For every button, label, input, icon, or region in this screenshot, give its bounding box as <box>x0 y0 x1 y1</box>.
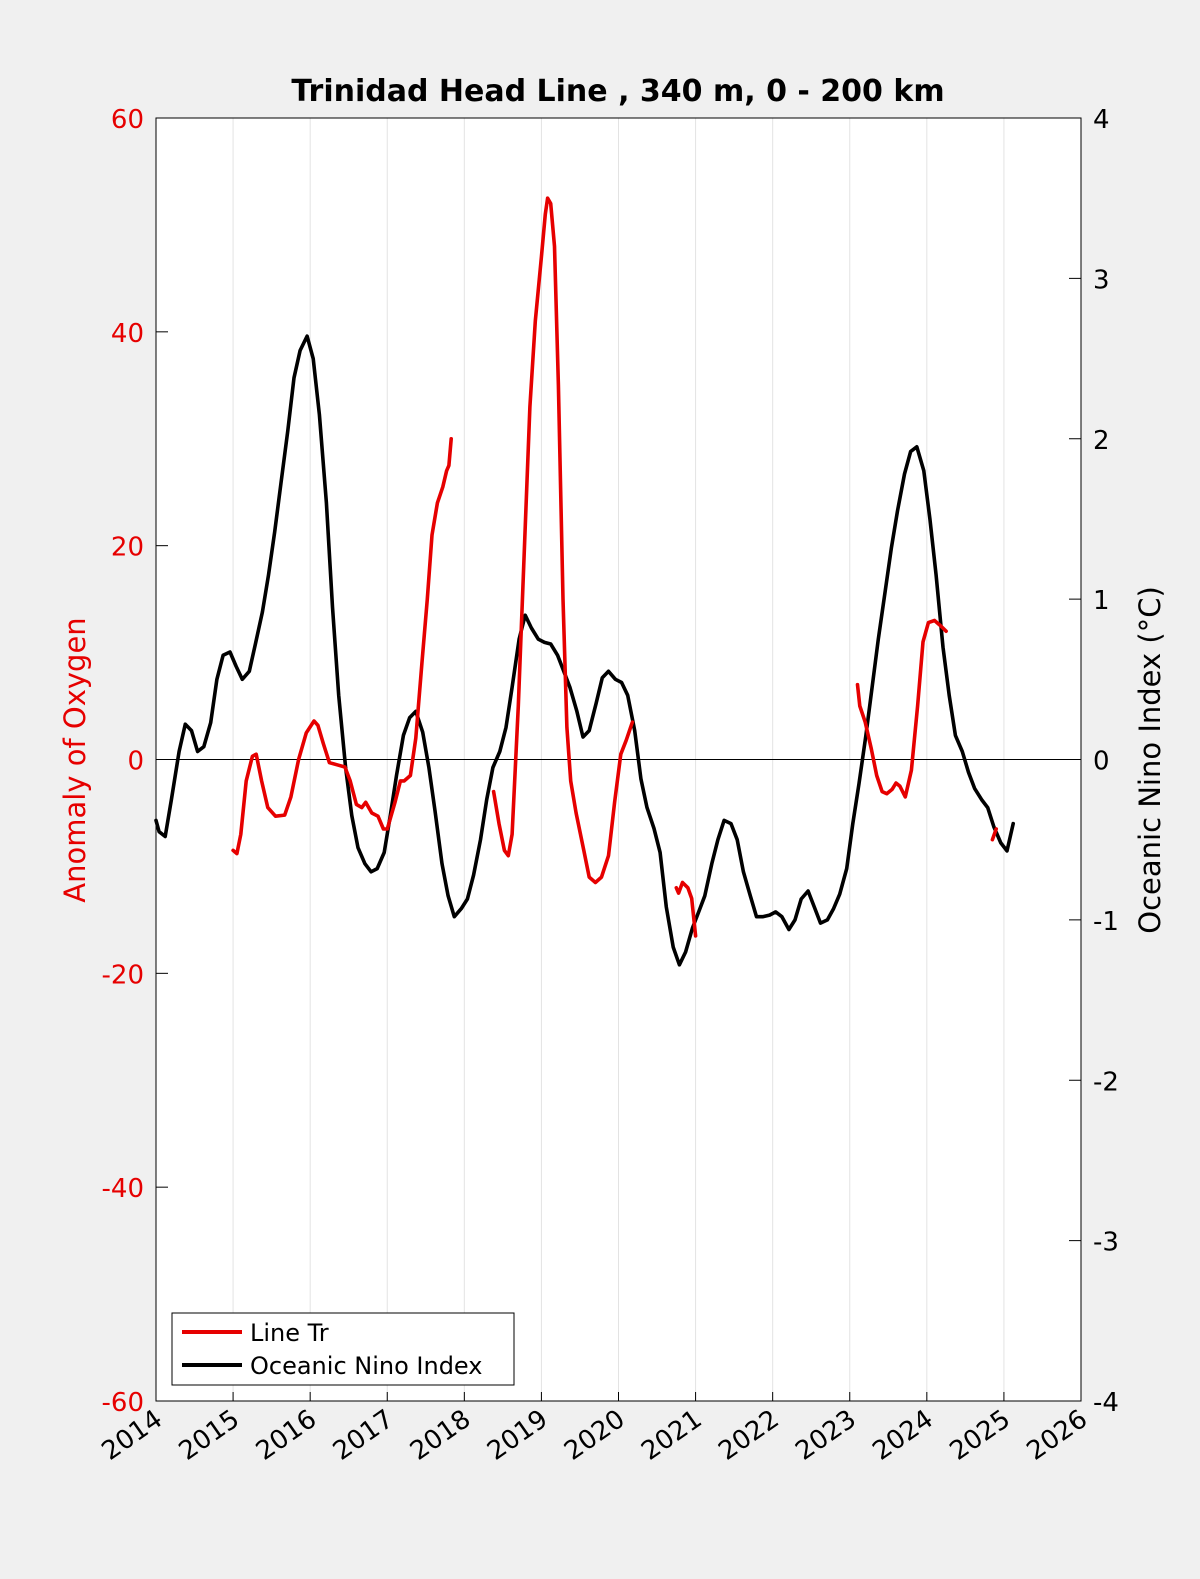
x-tick-label: 2018 <box>405 1404 476 1467</box>
x-tick-label: 2020 <box>559 1404 630 1467</box>
series-line-tr-segment-4 <box>990 827 998 842</box>
x-tick-label: 2019 <box>482 1404 553 1467</box>
right-tick-label: -4 <box>1093 1388 1119 1418</box>
series-line-tr-segment-3 <box>855 618 948 799</box>
right-axis: -4 -3 -2 -1 0 1 2 3 4 <box>1069 105 1119 1418</box>
series-layer <box>154 196 1015 967</box>
right-tick-label: -2 <box>1093 1067 1119 1097</box>
left-tick-label: -40 <box>102 1174 144 1204</box>
series-line-tr-segment-0 <box>231 437 453 856</box>
right-tick-label: 0 <box>1093 747 1110 777</box>
legend-label-line-tr: Line Tr <box>250 1319 329 1347</box>
right-axis-label: Oceanic Nino Index (°C) <box>1133 586 1167 934</box>
x-axis: 2014 2015 2016 2017 2018 2019 2020 2021 2022 2023… <box>97 1392 1093 1467</box>
x-tick-label: 2023 <box>790 1404 861 1467</box>
left-tick-label: 60 <box>111 105 144 135</box>
right-tick-label: 2 <box>1093 426 1110 456</box>
legend-label-oni: Oceanic Nino Index <box>250 1352 482 1380</box>
x-tick-label: 2016 <box>251 1404 322 1467</box>
right-tick-label: 1 <box>1093 586 1110 616</box>
series-line-tr-segment-1 <box>491 196 635 885</box>
left-tick-label: 0 <box>127 747 144 777</box>
x-tick-label: 2026 <box>1022 1404 1093 1467</box>
x-tick-label: 2022 <box>713 1404 784 1467</box>
right-tick-label: 4 <box>1093 105 1110 135</box>
legend-box <box>171 1312 515 1386</box>
left-tick-label: 20 <box>111 533 144 563</box>
right-tick-label: 3 <box>1093 265 1110 295</box>
x-tick-label: 2021 <box>636 1404 707 1467</box>
x-tick-label: 2025 <box>945 1404 1016 1467</box>
left-axis: -60 -40 -20 0 20 40 60 <box>102 105 168 1418</box>
left-tick-label: -20 <box>102 960 144 990</box>
x-tick-label: 2015 <box>174 1404 245 1467</box>
left-tick-label: -60 <box>102 1388 144 1418</box>
right-tick-label: -1 <box>1093 907 1119 937</box>
left-axis-label: Anomaly of Oxygen <box>58 617 92 902</box>
series-line-tr-segment-2 <box>674 880 698 938</box>
x-tick-label: 2017 <box>328 1404 399 1467</box>
legend: Line Tr Oceanic Nino Index <box>171 1312 515 1386</box>
chart-title: Trinidad Head Line , 340 m, 0 - 200 km <box>291 74 944 109</box>
left-tick-label: 40 <box>111 319 144 349</box>
right-tick-label: -3 <box>1093 1228 1119 1258</box>
x-tick-label: 2024 <box>867 1404 938 1467</box>
series-oceanic-nino-index-segment-0 <box>154 334 1015 967</box>
